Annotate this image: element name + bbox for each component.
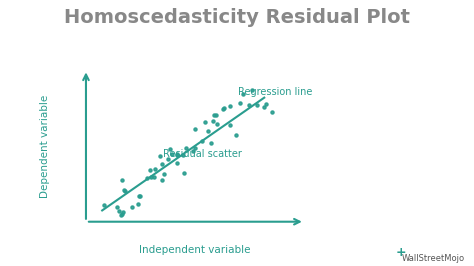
Point [118, 213, 125, 217]
Point [166, 147, 174, 151]
Text: Dependent variable: Dependent variable [40, 95, 50, 198]
Point [100, 203, 107, 207]
Point [160, 172, 168, 176]
Point [227, 123, 234, 127]
Point [213, 113, 220, 118]
Point [226, 104, 233, 108]
Point [191, 127, 199, 132]
Point [116, 209, 123, 213]
Point [147, 174, 155, 179]
Point [262, 102, 270, 106]
Point [173, 152, 181, 157]
Point [239, 92, 247, 96]
Point [134, 202, 142, 206]
Point [232, 133, 240, 137]
Point [173, 153, 181, 157]
Point [213, 122, 221, 126]
Point [118, 178, 126, 182]
Point [189, 148, 197, 153]
Point [180, 171, 188, 176]
Point [182, 146, 190, 150]
Point [136, 194, 144, 198]
Point [205, 129, 212, 133]
Text: Independent variable: Independent variable [138, 245, 250, 255]
Point [119, 210, 127, 214]
Point [158, 162, 166, 167]
Text: WallStreetMojo: WallStreetMojo [401, 254, 465, 263]
Point [168, 152, 176, 156]
Point [198, 139, 206, 143]
Point [246, 103, 253, 107]
Point [210, 113, 218, 117]
Point [121, 189, 128, 193]
Point [269, 110, 276, 114]
Point [156, 154, 164, 158]
Point [164, 157, 172, 161]
Point [135, 194, 142, 198]
Point [143, 176, 151, 180]
Text: +: + [395, 246, 406, 259]
Point [253, 102, 260, 107]
Point [128, 205, 136, 209]
Point [180, 152, 187, 157]
Text: Regression line: Regression line [238, 87, 312, 97]
Point [220, 106, 228, 110]
Point [118, 212, 126, 216]
Point [150, 175, 157, 179]
Point [210, 119, 217, 123]
Text: Residual scatter: Residual scatter [163, 149, 242, 159]
Point [236, 100, 244, 105]
Point [248, 88, 256, 92]
Text: Homoscedasticity Residual Plot: Homoscedasticity Residual Plot [64, 8, 410, 27]
Point [173, 161, 180, 165]
Point [146, 168, 154, 172]
Point [260, 105, 268, 109]
Point [113, 205, 121, 210]
Point [158, 178, 166, 182]
Point [219, 107, 226, 111]
Point [201, 120, 209, 124]
Point [207, 141, 215, 145]
Point [120, 188, 128, 192]
Point [191, 146, 199, 150]
Point [151, 167, 158, 171]
